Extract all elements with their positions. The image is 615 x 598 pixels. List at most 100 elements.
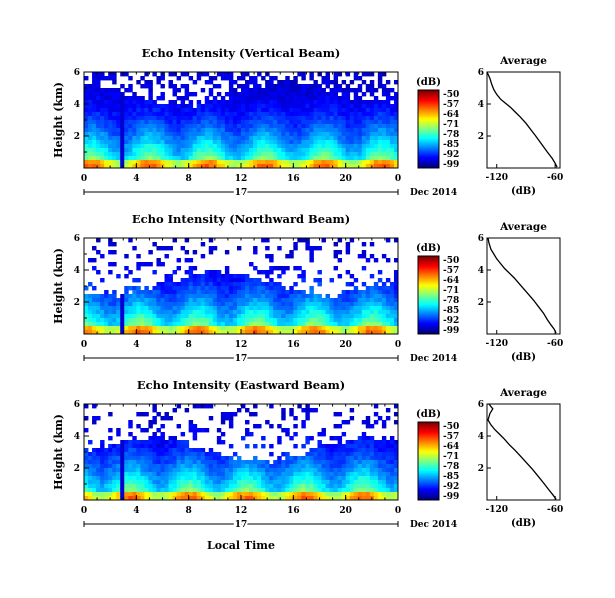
heatmap-cell xyxy=(249,294,254,299)
profile-x-label: (dB) xyxy=(511,186,536,197)
heatmap-cell xyxy=(96,92,101,97)
heatmap-cell xyxy=(245,88,250,93)
heatmap-cell xyxy=(128,294,133,299)
heatmap-cell xyxy=(253,266,258,271)
heatmap-cell xyxy=(108,484,113,489)
y-axis-label: Height (km) xyxy=(52,82,65,158)
heatmap-cell xyxy=(204,136,210,141)
heatmap-cell xyxy=(172,464,177,469)
heatmap-cell xyxy=(361,448,367,453)
heatmap-cell xyxy=(333,152,339,157)
heatmap-cell xyxy=(188,306,194,311)
heatmap-cell xyxy=(92,488,97,493)
heatmap-cell xyxy=(132,310,137,315)
heatmap-cell xyxy=(317,302,322,307)
heatmap-cell xyxy=(160,120,165,125)
heatmap-cell xyxy=(164,278,169,283)
panel-1: Echo Intensity (Vertical Beam)642Height … xyxy=(52,46,563,200)
x-tick-label: 16 xyxy=(287,340,300,350)
heatmap-cell xyxy=(192,302,198,307)
heatmap-cell xyxy=(84,100,89,105)
heatmap-cell xyxy=(329,144,334,149)
heatmap-cell xyxy=(116,88,121,93)
heatmap-cell xyxy=(245,286,250,291)
heatmap-cell xyxy=(100,160,105,165)
heatmap-cell xyxy=(297,274,302,279)
colorbar-label: -71 xyxy=(443,120,459,130)
heatmap-cell xyxy=(204,322,210,327)
heatmap-cell xyxy=(309,476,314,481)
heatmap-cell xyxy=(236,290,242,295)
heatmap-cell xyxy=(160,298,165,303)
heatmap-cell xyxy=(317,116,322,121)
heatmap-cell xyxy=(357,76,363,81)
heatmap-cell xyxy=(204,278,210,283)
heatmap-cell xyxy=(345,100,351,105)
heatmap-cell xyxy=(309,468,314,473)
heatmap-cell xyxy=(116,128,121,133)
heatmap-cell xyxy=(241,156,246,161)
heatmap-cell xyxy=(357,152,363,157)
heatmap-cell xyxy=(265,314,270,319)
heatmap-cell xyxy=(100,164,105,169)
heatmap-cell xyxy=(236,286,242,291)
heatmap-cell xyxy=(180,160,186,165)
heatmap-cell xyxy=(381,156,387,161)
heatmap-cell xyxy=(337,116,343,121)
heatmap-cell xyxy=(148,480,153,485)
heatmap-cell xyxy=(357,440,363,445)
heatmap-cell xyxy=(220,96,226,101)
heatmap-cell xyxy=(96,84,101,89)
heatmap-cell xyxy=(293,104,298,109)
heatmap-cell xyxy=(389,326,395,331)
heatmap-cell xyxy=(393,330,399,335)
heatmap-cell xyxy=(212,104,218,109)
heatmap-cell xyxy=(148,100,153,105)
heatmap-cell xyxy=(164,484,169,489)
heatmap-cell xyxy=(261,164,266,169)
heatmap-cell xyxy=(164,452,169,457)
heatmap-cell xyxy=(180,246,186,251)
heatmap-cell xyxy=(200,302,206,307)
heatmap-cell xyxy=(156,306,161,311)
heatmap-cell xyxy=(281,100,286,105)
heatmap-cell xyxy=(329,108,334,113)
colorbar-swatch xyxy=(418,298,439,302)
heatmap-cell xyxy=(172,472,177,477)
heatmap-cell xyxy=(269,136,274,141)
heatmap-cell xyxy=(373,480,379,485)
heatmap-cell xyxy=(357,254,363,259)
heatmap-cell xyxy=(353,444,359,449)
heatmap-cell xyxy=(317,246,322,251)
heatmap-cell xyxy=(176,472,182,477)
heatmap-cell xyxy=(329,128,334,133)
heatmap-cell xyxy=(224,298,230,303)
heatmap-cell xyxy=(313,100,318,105)
heatmap-cell xyxy=(337,484,343,489)
heatmap-cell xyxy=(176,144,182,149)
heatmap-cell xyxy=(285,136,290,141)
heatmap-cell xyxy=(289,456,294,461)
heatmap-cell xyxy=(196,72,202,77)
heatmap-cell xyxy=(156,152,161,157)
heatmap-cell xyxy=(176,88,182,93)
heatmap-cell xyxy=(301,424,306,429)
heatmap-cell xyxy=(313,310,318,315)
heatmap-cell xyxy=(337,160,343,165)
heatmap-cell xyxy=(385,108,391,113)
heatmap-cell xyxy=(261,104,266,109)
heatmap-cell xyxy=(241,484,246,489)
heatmap-cell xyxy=(353,278,359,283)
heatmap-cell xyxy=(353,330,359,335)
heatmap-cell xyxy=(92,460,97,465)
heatmap-cell xyxy=(365,496,371,501)
heatmap-cell xyxy=(289,472,294,477)
heatmap-cell xyxy=(261,314,266,319)
heatmap-cell xyxy=(228,460,234,465)
heatmap-cell xyxy=(148,330,153,335)
heatmap-cell xyxy=(249,314,254,319)
heatmap-cell xyxy=(317,464,322,469)
colorbar-swatch xyxy=(418,422,439,425)
heatmap-cell xyxy=(124,310,129,315)
heatmap-cell xyxy=(180,120,186,125)
